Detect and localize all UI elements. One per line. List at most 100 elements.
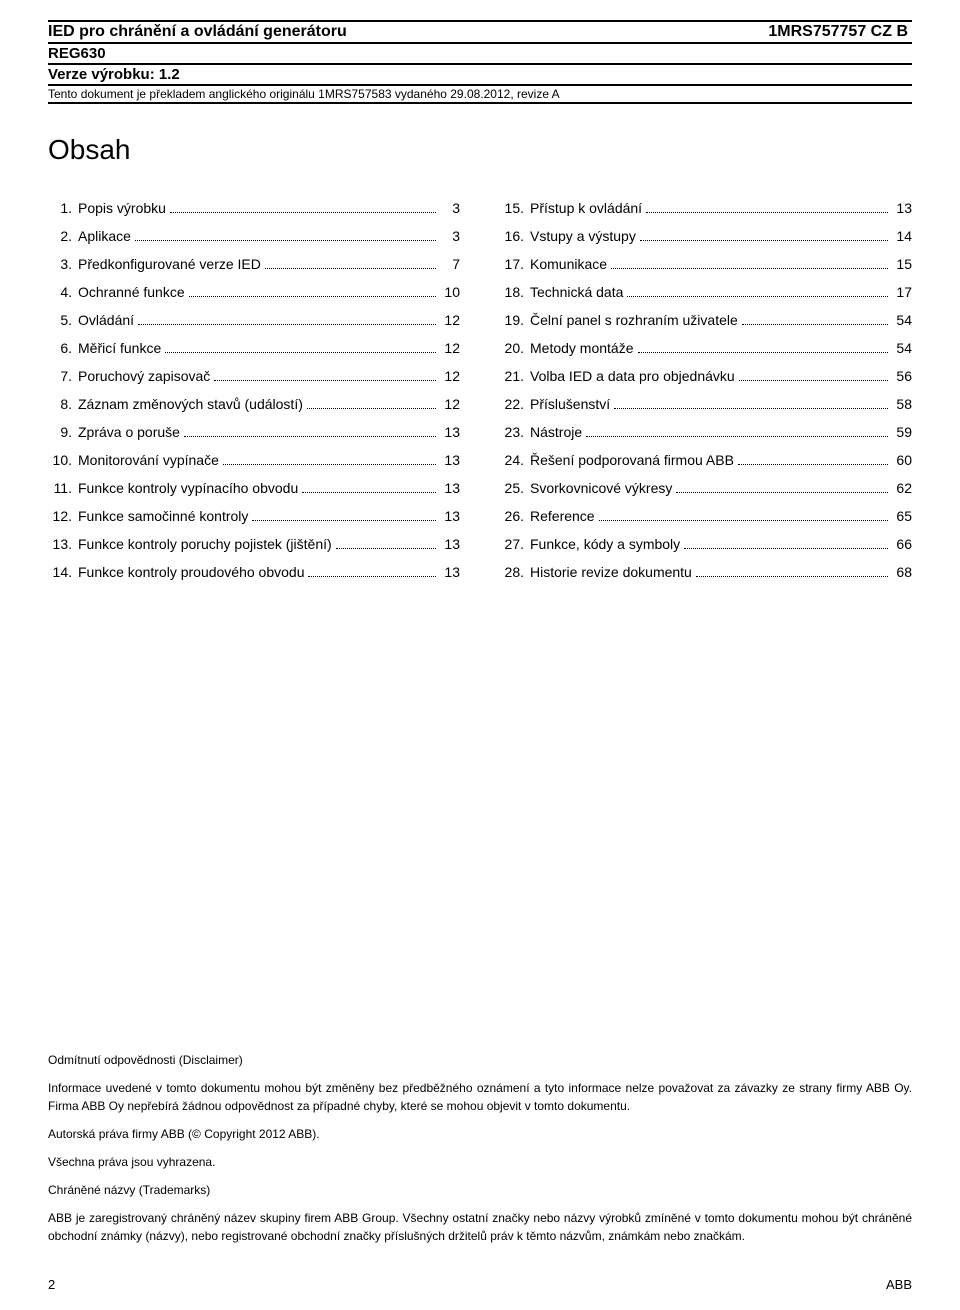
header-empty-3 [592, 85, 912, 103]
header-title-left: IED pro chránění a ovládání generátoru [48, 21, 592, 43]
header-table: IED pro chránění a ovládání generátoru 1… [48, 20, 912, 104]
toc-row[interactable]: 3.Předkonfigurované verze IED7 [48, 250, 460, 278]
toc-dots [252, 508, 436, 521]
toc-number: 15. [500, 194, 530, 222]
toc-label: Příslušenství [530, 390, 610, 418]
toc-dots [165, 340, 436, 353]
toc-row[interactable]: 28.Historie revize dokumentu68 [500, 558, 912, 586]
toc-row[interactable]: 8.Záznam změnových stavů (událostí) 12 [48, 390, 460, 418]
disclaimer-block: Odmítnutí odpovědnosti (Disclaimer) Info… [48, 1051, 912, 1255]
toc-row[interactable]: 4.Ochranné funkce10 [48, 278, 460, 306]
toc-dots [696, 564, 888, 577]
disclaimer-p2: Autorská práva firmy ABB (© Copyright 20… [48, 1125, 912, 1143]
toc-dots [742, 312, 888, 325]
toc-number: 5. [48, 306, 78, 334]
toc-dots [265, 256, 436, 269]
toc-dots [611, 256, 888, 269]
disclaimer-p1: Informace uvedené v tomto dokumentu moho… [48, 1079, 912, 1115]
toc-dots [138, 312, 436, 325]
toc-label: Svorkovnicové výkresy [530, 474, 672, 502]
toc-row[interactable]: 7.Poruchový zapisovač12 [48, 362, 460, 390]
toc-number: 26. [500, 502, 530, 530]
toc-row[interactable]: 24.Řešení podporovaná firmou ABB60 [500, 446, 912, 474]
toc-row[interactable]: 2.Aplikace3 [48, 222, 460, 250]
toc-row[interactable]: 20.Metody montáže54 [500, 334, 912, 362]
toc-dots [189, 284, 436, 297]
toc-dots [170, 200, 436, 213]
toc-label: Ochranné funkce [78, 278, 185, 306]
toc-label: Komunikace [530, 250, 607, 278]
toc-number: 25. [500, 474, 530, 502]
toc-page: 3 [440, 194, 460, 222]
toc-row[interactable]: 16.Vstupy a výstupy14 [500, 222, 912, 250]
toc-page: 12 [440, 306, 460, 334]
toc-number: 6. [48, 334, 78, 362]
toc-dots [302, 480, 436, 493]
toc-row[interactable]: 27.Funkce, kódy a symboly66 [500, 530, 912, 558]
toc-row[interactable]: 9.Zpráva o poruše13 [48, 418, 460, 446]
toc-page: 62 [892, 474, 912, 502]
toc-number: 17. [500, 250, 530, 278]
toc-label: Zpráva o poruše [78, 418, 180, 446]
toc-number: 7. [48, 362, 78, 390]
toc-page: 13 [440, 446, 460, 474]
toc-label: Řešení podporovaná firmou ABB [530, 446, 734, 474]
footer-page: 2 [48, 1277, 55, 1292]
toc-label: Měřicí funkce [78, 334, 161, 362]
toc-dots [336, 536, 436, 549]
toc-label: Čelní panel s rozhraním uživatele [530, 306, 738, 334]
header-version: Verze výrobku: 1.2 [48, 64, 592, 85]
disclaimer-p3: Všechna práva jsou vyhrazena. [48, 1153, 912, 1171]
toc-page: 13 [440, 502, 460, 530]
toc-page: 12 [440, 390, 460, 418]
header-product: REG630 [48, 43, 592, 64]
toc-number: 8. [48, 390, 78, 418]
toc-number: 9. [48, 418, 78, 446]
toc-row[interactable]: 25.Svorkovnicové výkresy 62 [500, 474, 912, 502]
toc-number: 24. [500, 446, 530, 474]
toc-row[interactable]: 17.Komunikace15 [500, 250, 912, 278]
toc-number: 22. [500, 390, 530, 418]
toc: 1.Popis výrobku32.Aplikace33.Předkonfigu… [48, 194, 912, 586]
toc-dots [214, 368, 436, 381]
toc-row[interactable]: 10.Monitorování vypínače13 [48, 446, 460, 474]
toc-row[interactable]: 19.Čelní panel s rozhraním uživatele54 [500, 306, 912, 334]
toc-label: Reference [530, 502, 595, 530]
toc-row[interactable]: 26.Reference65 [500, 502, 912, 530]
toc-label: Vstupy a výstupy [530, 222, 636, 250]
toc-row[interactable]: 5.Ovládání12 [48, 306, 460, 334]
toc-dots [676, 480, 888, 493]
toc-page: 59 [892, 418, 912, 446]
toc-row[interactable]: 14.Funkce kontroly proudového obvodu13 [48, 558, 460, 586]
toc-number: 28. [500, 558, 530, 586]
toc-row[interactable]: 11.Funkce kontroly vypínacího obvodu13 [48, 474, 460, 502]
header-note: Tento dokument je překladem anglického o… [48, 85, 592, 103]
footer-brand: ABB [886, 1277, 912, 1292]
toc-number: 1. [48, 194, 78, 222]
toc-row[interactable]: 18.Technická data17 [500, 278, 912, 306]
toc-number: 11. [48, 474, 78, 502]
toc-label: Nástroje [530, 418, 582, 446]
toc-label: Záznam změnových stavů (událostí) [78, 390, 303, 418]
toc-label: Předkonfigurované verze IED [78, 250, 261, 278]
toc-row[interactable]: 13.Funkce kontroly poruchy pojistek (jiš… [48, 530, 460, 558]
page: IED pro chránění a ovládání generátoru 1… [0, 0, 960, 1310]
toc-row[interactable]: 6.Měřicí funkce 12 [48, 334, 460, 362]
toc-row[interactable]: 23.Nástroje59 [500, 418, 912, 446]
toc-number: 3. [48, 250, 78, 278]
toc-page: 10 [440, 278, 460, 306]
toc-page: 58 [892, 390, 912, 418]
spacer [48, 586, 912, 1031]
toc-row[interactable]: 12.Funkce samočinné kontroly13 [48, 502, 460, 530]
toc-row[interactable]: 21.Volba IED a data pro objednávku56 [500, 362, 912, 390]
toc-row[interactable]: 22.Příslušenství 58 [500, 390, 912, 418]
toc-page: 12 [440, 334, 460, 362]
toc-title: Obsah [48, 134, 912, 166]
toc-page: 54 [892, 334, 912, 362]
toc-row[interactable]: 15.Přístup k ovládání13 [500, 194, 912, 222]
toc-dots [627, 284, 888, 297]
toc-row[interactable]: 1.Popis výrobku3 [48, 194, 460, 222]
toc-label: Funkce kontroly proudového obvodu [78, 558, 304, 586]
toc-right-column: 15.Přístup k ovládání1316.Vstupy a výstu… [500, 194, 912, 586]
toc-label: Aplikace [78, 222, 131, 250]
